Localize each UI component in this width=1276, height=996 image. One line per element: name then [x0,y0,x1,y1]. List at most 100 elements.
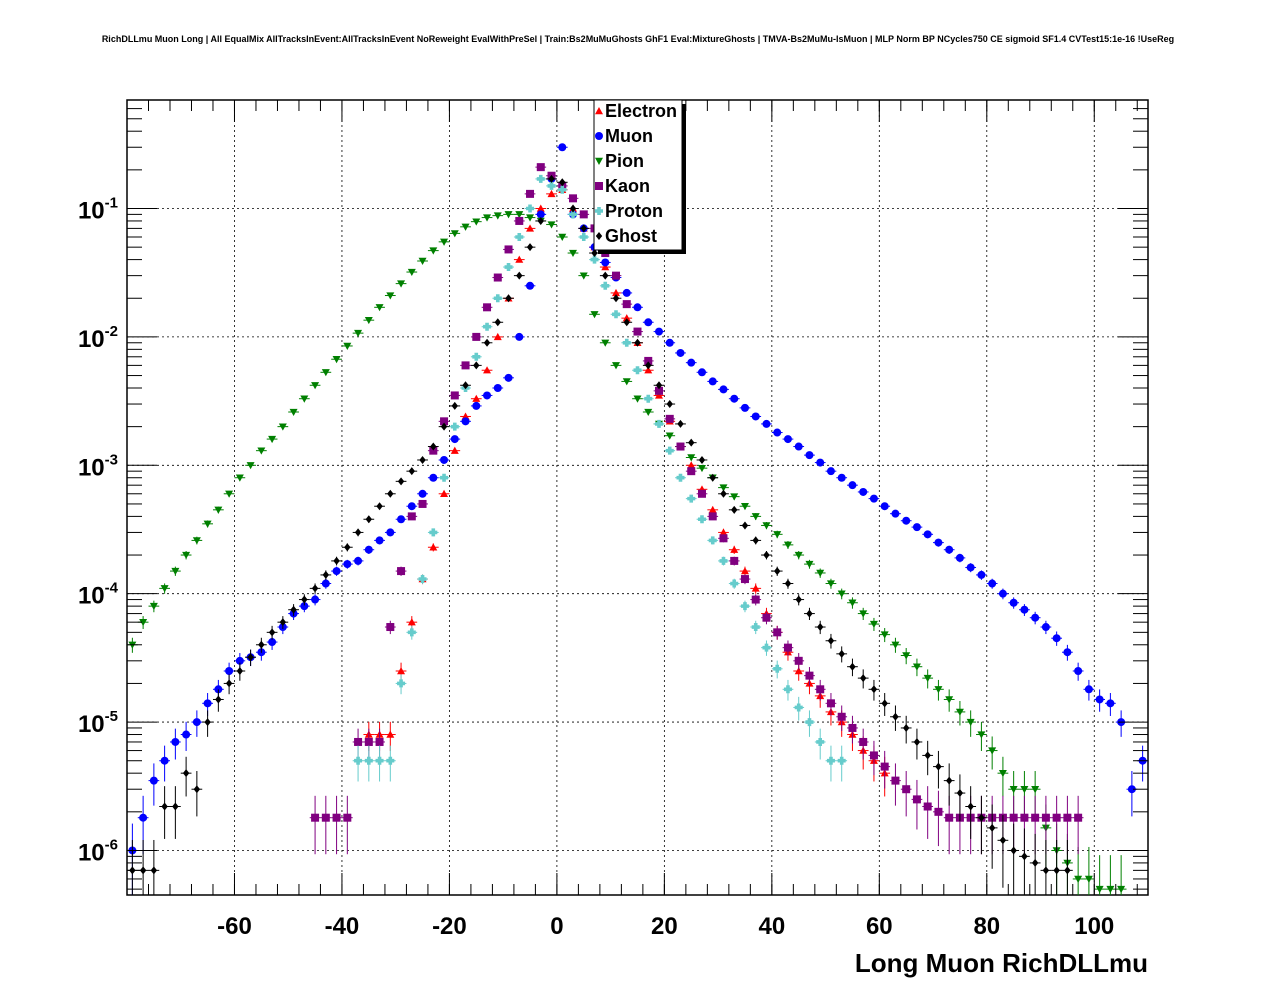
point-muon [386,528,395,537]
point-ghost [591,249,598,258]
point-muon [192,718,201,727]
point-muon [1106,699,1115,708]
y-tick-label: 10-6 [78,836,118,866]
point-muon [504,373,513,382]
point-pion [450,230,459,238]
point-pion [859,610,868,618]
point-kaon [343,813,352,822]
point-pion [1106,885,1115,894]
point-ghost [763,551,770,560]
point-electron [730,545,739,553]
point-muon [988,579,997,588]
point-ghost [311,584,319,593]
x-tick-label: 40 [758,913,785,940]
point-ghost [634,338,641,347]
point-electron [493,332,502,341]
point-muon [558,143,567,152]
point-proton [601,281,610,290]
point-electron [687,461,696,469]
point-pion [235,474,244,482]
point-proton [654,419,663,428]
point-muon [633,303,642,312]
point-muon [1020,605,1029,614]
point-kaon [912,795,921,804]
point-proton [472,352,481,361]
point-pion [268,435,277,444]
x-axis-label: Long Muon RichDLLmu [855,948,1148,978]
point-ghost [1053,866,1060,875]
point-ghost [505,294,512,303]
point-muon [998,589,1007,598]
x-tick-label: 100 [1074,913,1114,940]
point-proton [354,756,363,765]
y-tick-label: 10-2 [78,323,118,353]
point-muon [493,383,502,392]
point-ghost [440,422,448,431]
point-ghost [290,605,297,614]
point-pion [826,580,835,588]
point-kaon [687,467,696,476]
point-muon [934,538,943,547]
point-proton [762,643,771,652]
point-proton [687,494,696,503]
point-ghost [473,361,480,370]
point-ghost [559,178,566,187]
point-kaon [708,512,717,521]
point-pion [149,602,158,611]
point-pion [343,342,352,350]
point-electron [794,666,803,675]
point-kaon [569,194,578,203]
y-tick-labels: 10-610-510-410-310-210-1 [78,195,119,867]
point-kaon [472,332,481,341]
point-kaon [386,623,395,632]
point-kaon [880,762,889,771]
point-pion [902,652,911,660]
point-ghost [698,455,706,464]
point-muon [977,570,986,579]
x-tick-label: 20 [651,913,678,940]
point-electron [644,366,653,374]
point-pion [805,560,814,569]
point-muon [139,813,148,822]
point-electron [472,394,481,402]
point-pion [321,369,330,377]
point-ghost [1064,866,1071,875]
point-pion [977,731,986,739]
point-kaon [945,813,954,822]
point-proton [579,232,588,241]
point-ghost [354,528,362,537]
point-kaon [1009,813,1018,822]
point-pion [515,211,524,219]
y-tick-label: 10-1 [78,195,118,225]
point-ghost [580,224,587,233]
point-kaon [837,712,846,721]
point-proton [816,737,825,746]
point-muon [1052,634,1061,643]
point-ghost [215,695,222,704]
point-pion [160,585,169,593]
point-ghost [602,271,609,280]
point-proton [429,528,438,537]
point-ghost [344,543,351,552]
point-proton [644,394,653,403]
x-tick-label: -60 [217,913,252,940]
x-tick-label: 0 [550,913,563,940]
point-pion [569,249,578,258]
point-kaon [633,327,642,336]
point-proton [622,338,631,347]
y-tick-exponent: -6 [105,836,118,853]
point-muon [375,536,384,545]
point-ghost [279,618,287,627]
series-muon [127,143,1148,895]
x-tick-label: -20 [432,913,467,940]
point-kaon [665,414,674,423]
point-electron [450,446,459,454]
point-muon [1063,648,1072,657]
point-ghost [655,381,663,390]
point-proton [547,181,556,190]
point-ghost [516,271,523,280]
point-ghost [333,556,340,565]
point-ghost [870,685,878,694]
point-ghost [945,776,953,785]
point-ghost [204,718,211,727]
